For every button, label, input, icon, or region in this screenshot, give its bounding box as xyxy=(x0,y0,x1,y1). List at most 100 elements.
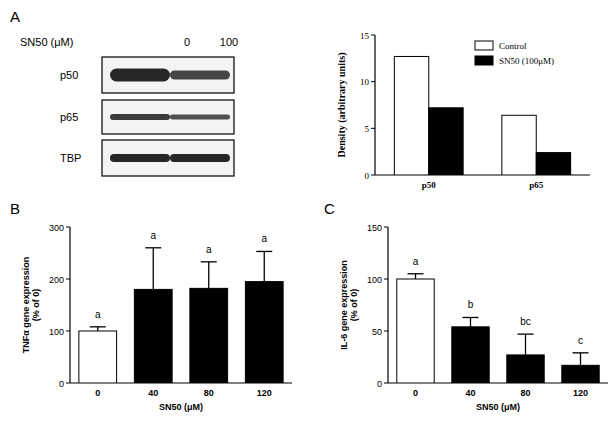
error-bar xyxy=(145,248,161,290)
x-tick-label: 80 xyxy=(204,388,214,398)
legend: Control SN50 (100μM) xyxy=(475,41,554,66)
panel-label: C xyxy=(324,200,335,217)
error-bar xyxy=(463,317,479,326)
y-tick-label: 0 xyxy=(365,171,370,181)
error-bar-cap xyxy=(256,251,272,252)
background xyxy=(0,0,611,425)
error-bar-stem xyxy=(208,262,209,289)
error-bar-cap xyxy=(518,333,534,334)
blot-band xyxy=(170,154,230,162)
y-tick-label: 300 xyxy=(49,223,64,233)
bar xyxy=(245,282,283,383)
blot-band-label: TBP xyxy=(60,152,81,164)
significance-letter: a xyxy=(95,309,101,320)
significance-letter: a xyxy=(261,233,267,244)
bar xyxy=(190,288,228,383)
y-tick-label: 5 xyxy=(365,124,370,134)
panel-label: B xyxy=(10,200,20,217)
error-bar-cap xyxy=(463,317,479,318)
blot-band xyxy=(110,114,170,120)
marks xyxy=(394,56,570,175)
x-tick-label: p50 xyxy=(422,180,437,190)
error-bar-stem xyxy=(525,334,526,355)
bar xyxy=(452,327,489,383)
legend-swatch xyxy=(475,41,493,50)
bar xyxy=(79,331,117,383)
blot-box xyxy=(102,57,234,93)
y-tick-label: 0 xyxy=(59,379,64,389)
error-bar-stem xyxy=(580,353,581,365)
error-bar-cap xyxy=(408,273,424,274)
blot-box xyxy=(102,100,234,134)
bar xyxy=(562,365,599,383)
x-tick-label: 0 xyxy=(413,388,418,398)
y-axis xyxy=(387,227,388,383)
y-tick-label: 200 xyxy=(49,275,64,285)
bar xyxy=(429,108,463,175)
x-tick-label: 120 xyxy=(257,388,272,398)
x-tick-label: 120 xyxy=(573,388,588,398)
y-axis-label: Density (arbitrary units) xyxy=(336,53,348,158)
y-tick-label: 100 xyxy=(49,327,64,337)
y-tick-label: 100 xyxy=(367,275,382,285)
error-bar-cap xyxy=(145,247,161,248)
error-bar-stem xyxy=(264,251,265,281)
chart: 0501001500a40b80bc120cSN50 (μM)IL-6 gene… xyxy=(339,223,608,413)
bar xyxy=(394,56,428,175)
y-axis xyxy=(69,227,70,383)
chart: 051015p50p65Density (arbitrary units)Con… xyxy=(336,31,590,191)
blot-band xyxy=(110,154,170,162)
blot-band-label: p65 xyxy=(60,111,78,123)
significance-letter: b xyxy=(468,299,474,310)
panel-label: A xyxy=(10,8,20,25)
y-tick-label: 10 xyxy=(360,77,370,87)
blot-band xyxy=(110,69,170,82)
error-bar xyxy=(90,327,106,331)
blot-dose: 100 xyxy=(220,36,238,48)
bar xyxy=(397,279,434,383)
legend-label: SN50 (100μM) xyxy=(499,56,554,66)
error-bar-stem xyxy=(153,248,154,290)
error-bar xyxy=(256,251,272,281)
blot-band-label: p50 xyxy=(60,69,78,81)
x-axis-label: SN50 (μM) xyxy=(159,402,203,412)
x-tick-label: 40 xyxy=(465,388,475,398)
significance-letter: bc xyxy=(520,316,531,327)
x-tick-label: 0 xyxy=(95,388,100,398)
error-bar-stem xyxy=(415,274,416,279)
marks xyxy=(79,248,283,383)
x-tick-label: 80 xyxy=(520,388,530,398)
bar xyxy=(134,289,172,383)
error-bar-cap xyxy=(90,326,106,327)
legend-label: Control xyxy=(499,41,527,51)
significance-letter: a xyxy=(150,230,156,241)
significance-letter: c xyxy=(578,335,583,346)
y-tick-label: 15 xyxy=(360,31,370,41)
error-bar xyxy=(573,353,589,365)
chart: 0 100 200 300 0 a 40 a 80 a 120 a SN50 (μM) TNFα gene… xyxy=(21,223,292,413)
error-bar xyxy=(408,274,424,279)
significance-letter: a xyxy=(413,256,419,267)
error-bar-stem xyxy=(470,317,471,326)
blot-dose: 0 xyxy=(184,36,190,48)
bar xyxy=(536,153,570,175)
bar xyxy=(502,115,536,175)
error-bar-cap xyxy=(201,261,217,262)
y-axis xyxy=(374,35,375,175)
blot-treatment-label: SN50 (μM) xyxy=(20,36,73,48)
bar xyxy=(507,355,544,383)
y-axis-label: TNFα gene expression(% of 0) xyxy=(21,257,41,354)
error-bar xyxy=(518,334,534,355)
marks xyxy=(397,274,599,383)
blot-box xyxy=(102,140,234,176)
error-bar-cap xyxy=(573,352,589,353)
y-tick-label: 50 xyxy=(372,327,382,337)
x-axis-label: SN50 (μM) xyxy=(476,402,520,412)
x-tick-label: 40 xyxy=(148,388,158,398)
blot-band xyxy=(170,71,230,80)
blot-band xyxy=(170,115,230,120)
y-axis-label: IL-6 gene expression(% of 0) xyxy=(339,260,359,350)
y-tick-label: 150 xyxy=(367,223,382,233)
significance-letter: a xyxy=(206,244,212,255)
legend-swatch xyxy=(475,56,493,65)
